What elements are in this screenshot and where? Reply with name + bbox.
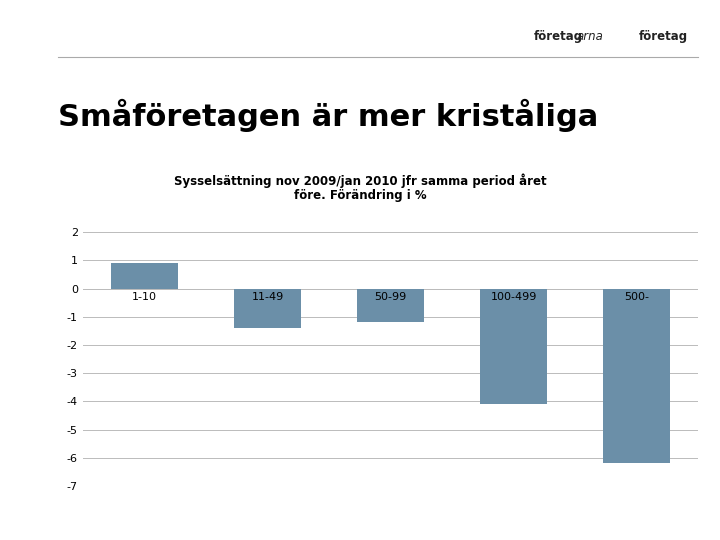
Text: 11-49: 11-49 <box>251 292 284 302</box>
Bar <box>234 288 302 328</box>
Text: arna: arna <box>577 30 603 43</box>
Text: 1-10: 1-10 <box>132 292 157 302</box>
Text: Sysselsättning nov 2009/jan 2010 jfr samma period året
före. Förändring i %: Sysselsättning nov 2009/jan 2010 jfr sam… <box>174 173 546 202</box>
Text: Småföretagen är mer kriståliga: Småföretagen är mer kriståliga <box>58 99 598 132</box>
Text: 100-499: 100-499 <box>490 292 537 302</box>
Text: företag: företag <box>534 30 583 43</box>
Text: 500-: 500- <box>624 292 649 302</box>
Text: 50-99: 50-99 <box>374 292 407 302</box>
Bar <box>603 288 670 463</box>
Bar <box>111 263 179 288</box>
Bar <box>357 288 424 322</box>
Bar <box>480 288 547 404</box>
Text: företag: företag <box>639 30 688 43</box>
